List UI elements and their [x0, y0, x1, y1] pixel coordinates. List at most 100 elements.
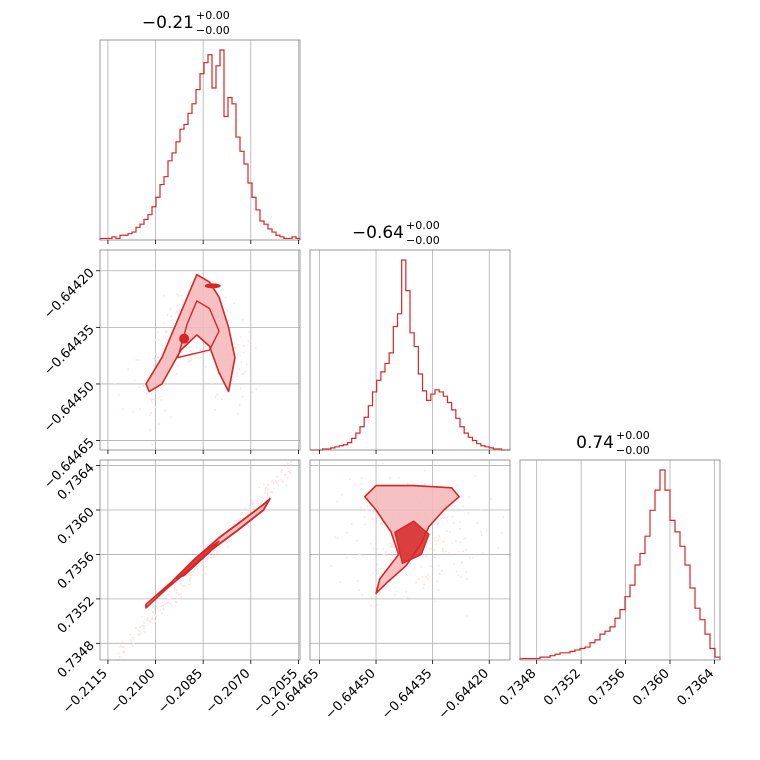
scatter-point: [360, 483, 363, 485]
scatter-point: [167, 593, 170, 596]
scatter-point: [289, 460, 292, 463]
scatter-point: [176, 293, 179, 296]
scatter-point: [405, 591, 408, 593]
scatter-point: [154, 406, 157, 409]
axis-frame: [309, 249, 511, 451]
scatter-point: [395, 590, 398, 593]
scatter-point: [229, 312, 232, 314]
scatter-point: [254, 347, 257, 350]
scatter-point: [169, 308, 172, 311]
scatter-point: [175, 601, 178, 604]
scatter-point: [445, 530, 448, 532]
scatter-point: [130, 639, 132, 641]
scatter-point: [150, 392, 153, 395]
scatter-point: [204, 345, 206, 347]
contour-spot: [204, 283, 221, 289]
scatter-point: [376, 547, 379, 550]
scatter-point: [175, 589, 178, 592]
scatter-point: [188, 580, 191, 583]
scatter-point: [390, 545, 393, 548]
scatter-point: [430, 451, 432, 453]
scatter-point: [256, 497, 259, 500]
scatter-point: [249, 505, 252, 508]
scatter-point: [167, 598, 169, 600]
scatter-point: [233, 523, 236, 526]
scatter-point: [360, 594, 363, 596]
scatter-point: [258, 486, 261, 489]
scatter-point: [501, 531, 503, 534]
scatter-point: [177, 365, 179, 367]
scatter-point: [432, 556, 435, 558]
scatter-point: [438, 573, 441, 575]
scatter-point: [429, 539, 432, 542]
scatter-point: [389, 542, 392, 545]
scatter-point: [423, 482, 426, 485]
scatter-point: [188, 346, 191, 349]
scatter-point: [277, 484, 280, 487]
scatter-point: [233, 376, 235, 378]
scatter-point: [179, 583, 182, 585]
scatter-point: [354, 483, 356, 486]
scatter-point: [262, 483, 265, 486]
scatter-point: [190, 571, 193, 574]
y-tick-label-p1: −0.64420: [41, 266, 97, 322]
scatter-point: [237, 519, 240, 521]
scatter-point: [465, 571, 468, 574]
scatter-point: [361, 554, 364, 557]
scatter-point: [166, 590, 169, 592]
scatter-point: [238, 343, 240, 346]
scatter-point: [455, 570, 458, 573]
scatter-point: [162, 608, 165, 611]
scatter-point: [189, 577, 192, 579]
scatter-point: [152, 365, 155, 367]
scatter-point: [480, 534, 483, 537]
scatter-point: [237, 352, 239, 355]
scatter-point: [276, 475, 278, 478]
scatter-point: [241, 511, 244, 514]
scatter-point: [429, 565, 432, 568]
scatter-point: [195, 346, 198, 349]
scatter-point: [371, 572, 374, 575]
scatter-point: [233, 346, 236, 349]
scatter-point: [370, 604, 373, 607]
scatter-point: [366, 505, 369, 508]
scatter-point: [151, 357, 154, 360]
scatter-point: [143, 627, 146, 630]
scatter-point: [376, 604, 379, 606]
scatter-point: [461, 561, 463, 564]
scatter-point: [256, 495, 259, 498]
scatter-point: [188, 578, 191, 581]
scatter-point: [397, 476, 400, 479]
scatter-point: [161, 601, 164, 604]
scatter-point: [151, 398, 154, 401]
scatter-point: [164, 603, 166, 606]
scatter-point: [149, 398, 152, 401]
scatter-point: [247, 340, 250, 342]
scatter-point: [204, 560, 207, 563]
scatter-point: [122, 646, 125, 649]
scatter-point: [285, 484, 288, 487]
scatter-point: [182, 579, 184, 582]
scatter-point: [437, 564, 440, 567]
scatter-point: [242, 351, 245, 354]
scatter-point: [437, 589, 440, 592]
contour-core: [173, 540, 220, 580]
scatter-point: [206, 565, 208, 568]
scatter-point: [264, 492, 266, 494]
scatter-point: [193, 568, 196, 571]
scatter-point: [146, 392, 148, 395]
scatter-point: [161, 612, 163, 615]
contour-inner: [177, 300, 220, 359]
scatter-point: [418, 578, 420, 581]
scatter-point: [135, 359, 138, 361]
scatter-point: [189, 358, 192, 360]
scatter-point: [287, 467, 289, 470]
scatter-point: [251, 391, 254, 394]
scatter-point: [151, 443, 154, 446]
scatter-point: [250, 499, 253, 502]
scatter-point: [150, 411, 153, 414]
scatter-point: [174, 601, 177, 603]
scatter-point: [444, 550, 447, 553]
scatter-point: [394, 594, 396, 596]
scatter-point: [144, 370, 147, 373]
